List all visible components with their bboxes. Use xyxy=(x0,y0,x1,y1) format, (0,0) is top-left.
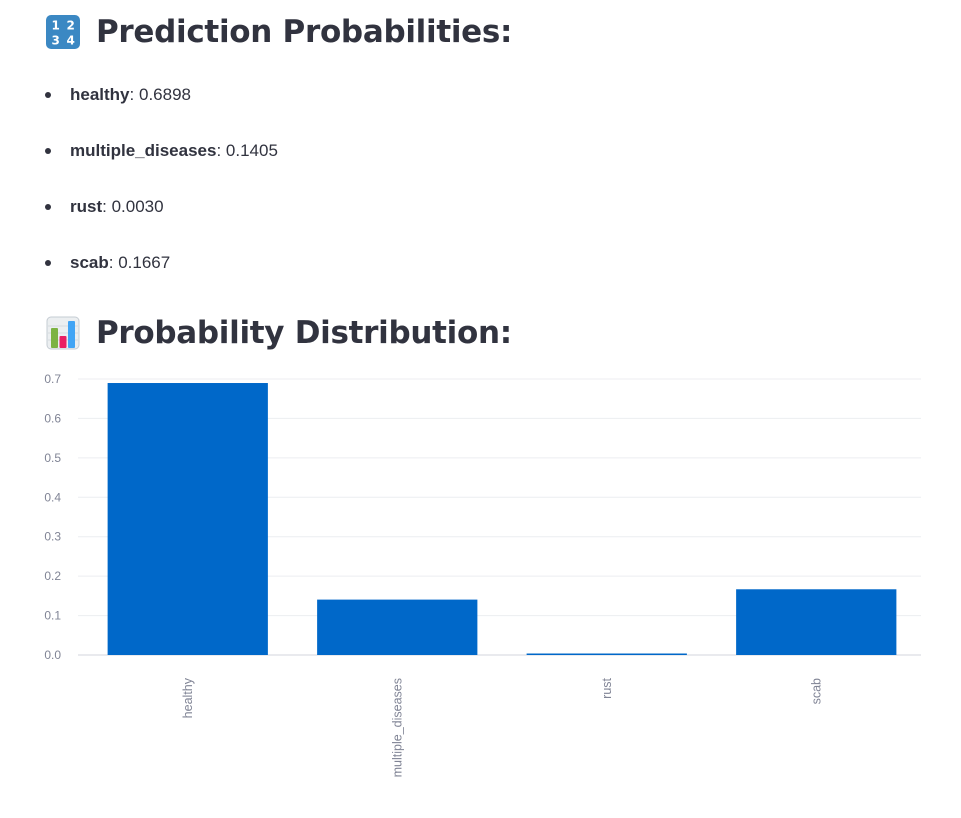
class-name: multiple_diseases xyxy=(70,141,217,160)
class-probability: 0.1667 xyxy=(118,253,171,272)
class-name: scab xyxy=(70,253,109,272)
probability-bar-chart: 0.0 0.1 0.2 0.3 0.4 0.5 0.6 0.7 healthy multiple… xyxy=(44,372,921,777)
class-name: rust xyxy=(70,197,103,216)
class-name: healthy xyxy=(70,85,130,104)
y-tick-label: 0.7 xyxy=(44,372,61,386)
x-tick-label: multiple_diseases xyxy=(390,678,404,777)
x-tick-label: rust xyxy=(600,677,614,698)
prediction-heading: 1 2 3 4 Prediction Probabilities: xyxy=(46,14,512,50)
y-tick-label: 0.2 xyxy=(44,569,61,583)
y-axis-ticks: 0.0 0.1 0.2 0.3 0.4 0.5 0.6 0.7 xyxy=(44,372,61,662)
x-tick-label: scab xyxy=(809,678,823,704)
list-item: multiple_diseases: 0.1405 xyxy=(44,131,278,187)
bar-multiple-diseases[interactable] xyxy=(317,599,478,655)
distribution-heading: Probability Distribution: xyxy=(46,315,512,351)
svg-text:1: 1 xyxy=(51,19,59,33)
bar-rust[interactable] xyxy=(526,653,687,656)
probability-list: healthy: 0.6898 multiple_diseases: 0.140… xyxy=(44,75,278,299)
bar-chart-icon xyxy=(46,316,80,350)
class-probability: 0.0030 xyxy=(111,197,164,216)
svg-text:4: 4 xyxy=(66,34,74,48)
y-tick-label: 0.1 xyxy=(44,609,61,623)
y-tick-label: 0.6 xyxy=(44,411,61,425)
distribution-title: Probability Distribution: xyxy=(96,315,512,351)
svg-text:3: 3 xyxy=(51,34,59,48)
y-tick-label: 0.0 xyxy=(44,648,61,662)
chart-bars xyxy=(107,383,897,656)
svg-text:2: 2 xyxy=(66,19,74,33)
list-item: scab: 0.1667 xyxy=(44,243,278,299)
prediction-title: Prediction Probabilities: xyxy=(96,14,513,50)
input-numbers-icon: 1 2 3 4 xyxy=(46,15,80,49)
y-tick-label: 0.4 xyxy=(44,490,61,504)
x-axis-ticks: healthy multiple_diseases rust scab xyxy=(181,677,824,777)
class-probability: 0.1405 xyxy=(225,141,278,160)
x-tick-label: healthy xyxy=(181,677,195,718)
class-probability: 0.6898 xyxy=(138,85,191,104)
y-tick-label: 0.3 xyxy=(44,530,61,544)
list-item: rust: 0.0030 xyxy=(44,187,278,243)
bar-healthy[interactable] xyxy=(107,383,268,655)
y-tick-label: 0.5 xyxy=(44,451,61,465)
bar-scab[interactable] xyxy=(736,589,897,655)
list-item: healthy: 0.6898 xyxy=(44,75,278,131)
